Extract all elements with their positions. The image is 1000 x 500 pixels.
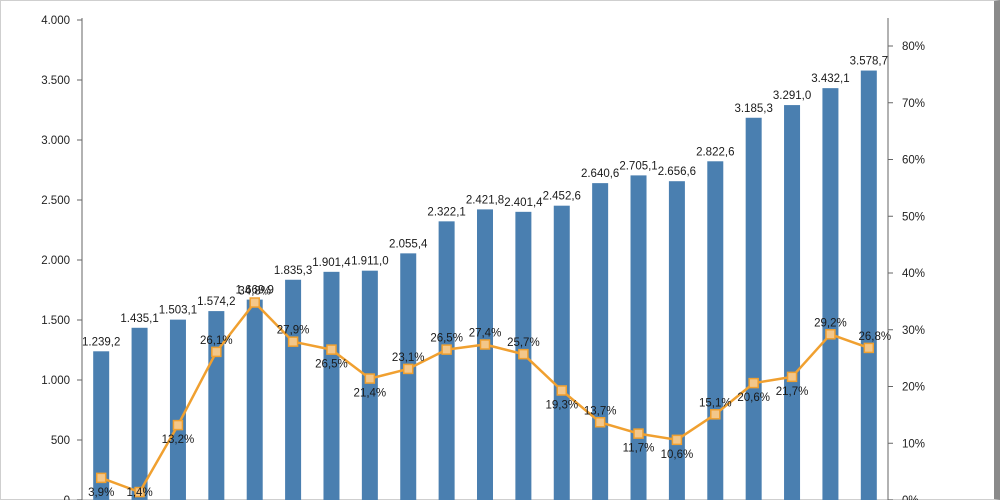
bar [554,206,570,500]
left-tick-label: 2.000 [41,255,70,267]
line-data-label: 19,3% [545,399,578,411]
left-tick-label: 3.500 [41,75,70,87]
right-tick-label: 80% [902,41,925,53]
line-data-label: 15,1% [699,397,732,409]
line-data-label: 29,2% [814,317,847,329]
line-data-label: 21,4% [354,388,387,400]
bar [132,328,148,500]
bar-data-label: 1.574,2 [197,296,235,308]
line-marker [97,473,106,482]
line-data-label: 21,7% [776,386,809,398]
bar-data-label: 1.239,2 [82,336,120,348]
line-data-label: 26,5% [315,359,348,371]
bar-data-label: 3.185,3 [734,103,772,115]
bar [285,280,301,500]
bar-data-label: 2.421,8 [466,194,504,206]
bar-data-label: 3.432,1 [811,73,849,85]
line-data-label: 3,9% [88,487,114,499]
bar [247,300,263,500]
line-marker [788,372,797,381]
line-marker [634,429,643,438]
bar [362,271,378,500]
left-tick-label: 500 [51,435,70,447]
line-data-label: 27,9% [277,325,310,337]
line-marker [596,418,605,427]
bar [170,320,186,500]
bar-data-label: 1.911,0 [351,256,389,268]
left-tick-label: 2.500 [41,195,70,207]
bar [400,253,416,500]
line-marker [365,374,374,383]
bar-data-label: 2.640,6 [581,168,619,180]
bar [323,272,339,500]
line-marker [212,347,221,356]
right-tick-label: 40% [902,268,925,280]
line-marker [173,421,182,430]
line-data-label: 23,1% [392,352,425,364]
bar-data-label: 2.055,4 [389,238,428,250]
right-tick-label: 20% [902,382,925,394]
right-tick-label: 30% [902,325,925,337]
line-marker [289,337,298,346]
bar [707,161,723,500]
line-marker [442,345,451,354]
bar [439,221,455,500]
line-marker [749,379,758,388]
line-marker [711,410,720,419]
bar-data-label: 2.322,1 [427,206,465,218]
left-tick-label: 4.000 [41,15,70,27]
line-marker [250,298,259,307]
line-data-label: 10,6% [661,449,694,461]
right-tick-label: 60% [902,155,925,167]
bar [592,183,608,500]
right-tick-label: 10% [902,438,925,450]
line-marker [864,343,873,352]
line-marker [519,350,528,359]
bar-data-label: 3.578,7 [850,56,888,68]
bar [822,88,838,500]
line-data-label: 1,4% [126,487,152,499]
left-tick-label: 1.000 [41,375,70,387]
bar [746,118,762,500]
line-marker [327,345,336,354]
bar [861,71,877,500]
left-tick-label: 1.500 [41,315,70,327]
line-marker [826,330,835,339]
bar-data-label: 1.503,1 [159,305,197,317]
right-tick-label: 70% [902,98,925,110]
bar-data-label: 1.435,1 [120,313,158,325]
left-tick-label: 3.000 [41,135,70,147]
bar-data-label: 2.822,6 [696,146,734,158]
line-marker [672,435,681,444]
line-data-label: 13,2% [162,434,195,446]
bar-data-label: 1.835,3 [274,265,312,277]
line-data-label: 26,8% [859,331,892,343]
right-tick-label: 50% [902,211,925,223]
bar-data-label: 3.291,0 [773,90,811,102]
line-data-label: 13,7% [584,405,617,417]
line-marker [481,340,490,349]
bar-data-label: 2.656,6 [658,166,696,178]
line-data-label: 27,4% [469,328,502,340]
line-marker [404,364,413,373]
line-data-label: 26,1% [200,335,233,347]
bar [784,105,800,500]
bar-data-label: 2.705,1 [619,160,657,172]
bar-data-label: 2.452,6 [543,191,581,203]
bar-data-label: 1.901,4 [312,257,351,269]
line-marker [557,386,566,395]
bar-data-label: 2.401,4 [504,197,543,209]
right-tick-label: 0% [902,495,919,500]
left-tick-label: 0 [64,495,70,500]
line-data-label: 34,8% [238,286,271,298]
line-data-label: 11,7% [623,443,655,455]
bar [477,209,493,500]
line-data-label: 25,7% [507,337,540,349]
line-data-label: 26,5% [430,333,463,345]
line-data-label: 20,6% [737,392,770,404]
